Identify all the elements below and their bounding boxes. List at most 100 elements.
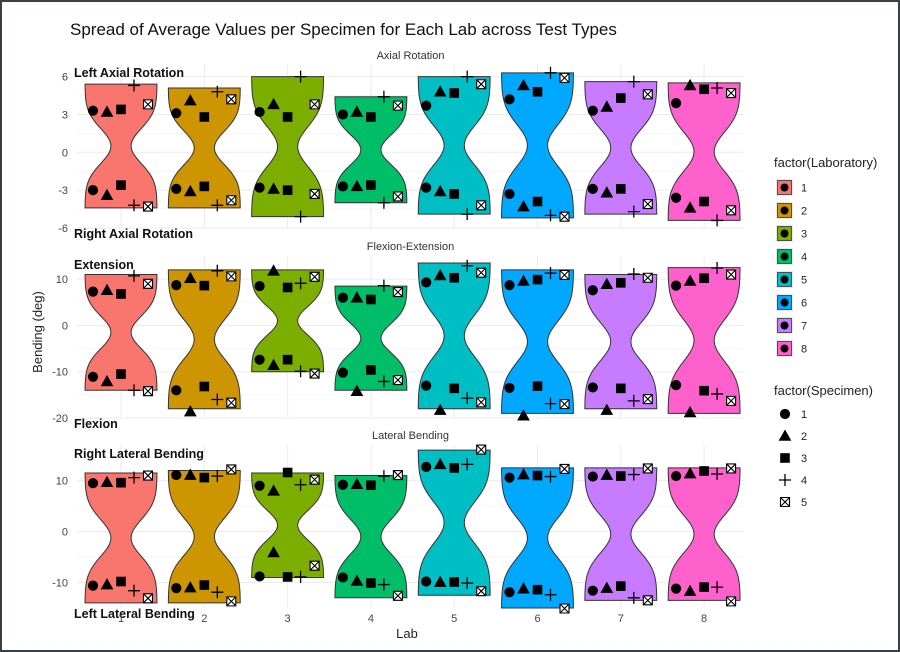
point-lab-2-specimen-3-neg	[199, 181, 210, 192]
point-lab-4-specimen-5-pos	[392, 100, 403, 111]
point-lab-8-specimen-2-pos	[683, 78, 697, 91]
point-lab-8-specimen-5-pos	[726, 87, 737, 99]
point-lab-3-specimen-1-pos	[254, 106, 265, 118]
point-lab-7-specimen-3-pos	[616, 93, 626, 103]
point-lab-4-specimen-1-pos	[337, 109, 348, 120]
point-lab-7-specimen-4-pos	[627, 75, 640, 88]
point-lab-7-specimen-3-neg	[616, 581, 626, 591]
point-lab-7-specimen-2-pos	[600, 468, 614, 480]
point-lab-8-specimen-3-neg	[699, 582, 709, 592]
legend-point-lab-5	[780, 275, 789, 284]
point-lab-5-specimen-4-pos	[461, 259, 474, 272]
point-lab-8-specimen-4-neg	[711, 214, 724, 227]
point-lab-1-specimen-5-pos	[142, 99, 154, 110]
point-lab-8-specimen-4-pos	[711, 81, 724, 94]
point-lab-4-specimen-2-neg	[350, 179, 364, 192]
point-lab-2-specimen-5-neg	[226, 596, 237, 607]
point-lab-7-specimen-3-pos	[616, 471, 626, 481]
point-lab-4-specimen-5-pos	[392, 287, 403, 298]
point-lab-4-specimen-1-neg	[337, 572, 348, 583]
point-lab-2-specimen-1-pos	[171, 108, 182, 119]
violin-lab-6	[501, 269, 574, 414]
point-lab-5-specimen-4-neg	[461, 392, 474, 405]
point-lab-2-specimen-3-pos	[199, 112, 210, 122]
legend-marker-specimen-1	[779, 408, 791, 420]
laboratory-legend: factor(Laboratory) 1 2 3 4 5 6 7 8	[774, 155, 877, 357]
point-lab-4-specimen-5-neg	[392, 374, 403, 386]
point-lab-4-specimen-4-neg	[377, 375, 390, 388]
point-lab-2-specimen-5-neg	[226, 397, 237, 408]
point-lab-4-specimen-3-pos	[366, 480, 376, 491]
point-lab-5-specimen-1-neg	[421, 576, 432, 587]
point-lab-6-specimen-1-pos	[504, 472, 515, 483]
point-lab-1-specimen-5-pos	[142, 470, 154, 481]
point-lab-6-specimen-5-neg	[559, 211, 570, 222]
point-lab-4-specimen-3-neg	[366, 180, 376, 190]
point-lab-3-specimen-5-neg	[309, 188, 320, 199]
point-lab-5-specimen-5-neg	[476, 586, 487, 597]
legend-label-specimen-4: 4	[801, 475, 807, 487]
point-lab-5-specimen-2-pos	[433, 457, 447, 470]
point-lab-3-specimen-4-neg	[294, 210, 307, 223]
panel-3: Lateral Bending -10 0 10 Right Lateral Bendi…	[52, 430, 744, 621]
point-lab-8-specimen-2-neg	[683, 584, 697, 596]
legend-point-lab-1	[780, 183, 789, 192]
point-lab-1-specimen-1-neg	[87, 185, 99, 196]
point-lab-2-specimen-3-pos	[199, 280, 210, 291]
specimen-legend: factor(Specimen) 1 2 3 4 5	[774, 383, 873, 509]
point-lab-6-specimen-3-neg	[532, 584, 543, 595]
point-lab-8-specimen-5-pos	[726, 463, 737, 474]
point-lab-1-specimen-4-pos	[128, 269, 140, 282]
point-lab-1-specimen-5-neg	[142, 201, 154, 212]
violin-lab-1	[84, 274, 158, 391]
point-lab-2-specimen-5-pos	[226, 94, 237, 105]
point-lab-2-specimen-4-neg	[211, 586, 224, 599]
point-lab-6-specimen-3-neg	[532, 196, 543, 207]
annotation-top: Extension	[74, 258, 134, 272]
annotation-bottom: Flexion	[74, 417, 118, 431]
point-lab-6-specimen-2-neg	[517, 582, 530, 594]
violin-lab-6	[501, 467, 574, 609]
laboratory-legend-title: factor(Laboratory)	[774, 155, 877, 170]
point-lab-2-specimen-5-pos	[226, 464, 237, 475]
point-lab-8-specimen-4-pos	[711, 468, 724, 481]
point-lab-8-specimen-3-neg	[699, 196, 709, 207]
point-lab-5-specimen-1-pos	[421, 277, 432, 288]
point-lab-6-specimen-4-neg	[544, 588, 557, 601]
point-lab-8-specimen-1-neg	[671, 583, 682, 594]
point-lab-5-specimen-5-pos	[476, 79, 487, 90]
annotation-bottom: Left Lateral Bending	[74, 607, 195, 621]
point-lab-7-specimen-1-pos	[587, 471, 598, 482]
point-lab-4-specimen-5-pos	[392, 470, 403, 481]
point-lab-8-specimen-2-neg	[683, 405, 697, 418]
point-lab-3-specimen-4-neg	[294, 365, 307, 378]
point-lab-1-specimen-2-pos	[100, 283, 114, 296]
point-lab-3-specimen-5-pos	[309, 271, 320, 282]
point-lab-3-specimen-4-pos	[294, 277, 307, 290]
point-lab-6-specimen-4-pos	[544, 66, 557, 79]
point-lab-1-specimen-1-pos	[87, 286, 99, 297]
point-lab-5-specimen-5-neg	[476, 200, 487, 211]
chart-title: Spread of Average Values per Specimen fo…	[70, 20, 617, 39]
legend-point-lab-2	[780, 206, 789, 215]
point-lab-2-specimen-1-pos	[171, 469, 182, 481]
violin-lab-4	[334, 96, 408, 204]
panel-2: Flexion-Extension -20 -10 0 10 Extension Flexi…	[52, 241, 744, 431]
point-lab-1-specimen-2-neg	[100, 374, 114, 387]
legend-label-lab-1: 1	[801, 183, 807, 195]
point-lab-2-specimen-4-neg	[211, 393, 224, 406]
point-lab-4-specimen-2-neg	[350, 574, 364, 586]
x-tick-label: 2	[201, 613, 207, 625]
legend-marker-specimen-3	[780, 453, 790, 463]
point-lab-4-specimen-1-pos	[337, 479, 348, 490]
point-lab-4-specimen-2-pos	[350, 291, 364, 303]
violin-lab-5	[417, 449, 491, 596]
point-lab-7-specimen-4-neg	[627, 205, 640, 218]
point-lab-3-specimen-5-neg	[309, 560, 320, 571]
point-lab-1-specimen-5-neg	[142, 386, 154, 397]
legend-label-lab-3: 3	[801, 229, 807, 241]
point-lab-4-specimen-4-pos	[377, 279, 390, 292]
point-lab-5-specimen-3-neg	[449, 189, 459, 199]
y-tick-label: -20	[52, 413, 68, 425]
